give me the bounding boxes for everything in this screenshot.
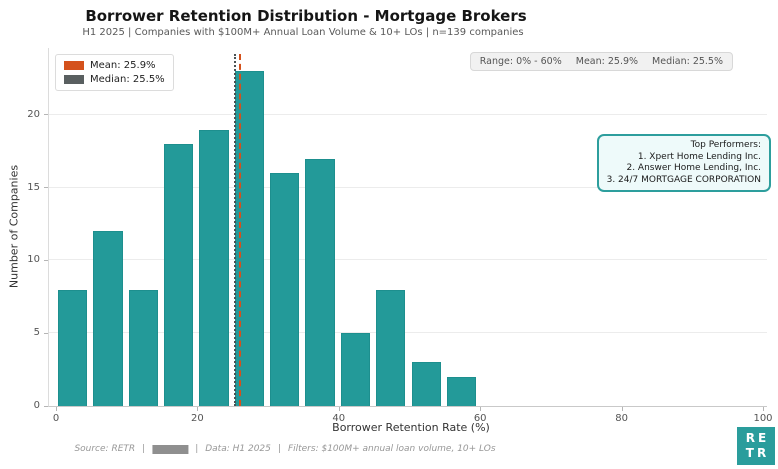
footer-separator: | [277,444,281,454]
histogram-bar [376,289,406,406]
histogram-bar [411,362,441,406]
x-tick-label: 20 [191,413,204,424]
footer-separator: | [142,444,146,454]
y-tick-label: 15 [27,181,40,193]
mean-line [239,54,242,406]
x-tick-mark [621,407,623,411]
stats-badge-median: Median: 25.5% [652,56,723,67]
median-swatch-icon [64,75,84,84]
top-performer-item: 3. 24/7 MORTGAGE CORPORATION [606,174,761,185]
gridline [49,113,767,115]
histogram-bar [58,289,88,406]
legend-median-label: Median: 25.5% [90,74,165,85]
histogram-bar [93,231,123,406]
median-line [234,54,237,406]
retr-logo-line2: TR [745,446,770,460]
histogram-bar [164,144,194,406]
legend-mean-label: Mean: 25.9% [90,60,156,71]
footer-source: Source: RETR [74,444,136,454]
x-tick-mark [197,407,199,411]
x-tick-mark [763,407,764,411]
histogram-bar [199,129,229,406]
retr-logo: RE TR [737,427,775,465]
y-axis-label: Number of Companies [7,164,21,289]
plot-area: 0 20 40 60 80 100 0 5 10 15 20 [27,48,773,424]
footer-data: Data: H1 2025 [205,444,271,454]
page-subtitle: H1 2025 | Companies with $100M+ Annual L… [82,27,524,38]
histogram-bar [128,289,159,406]
x-tick-mark [338,407,340,411]
y-tick-mark [44,405,48,407]
x-tick-mark [56,407,57,411]
stats-badge-range: Range: 0% - 60% [479,56,562,67]
y-tick-mark [44,114,48,116]
gridline [49,259,767,261]
y-tick-label: 5 [33,327,40,339]
page-title: Borrower Retention Distribution - Mortga… [85,7,527,25]
stats-badge-mean: Mean: 25.9% [575,56,639,67]
retr-logo-line1: RE [745,431,770,445]
x-axis-label: Borrower Retention Rate (%) [332,421,490,434]
x-tick-label: 0 [52,413,60,424]
histogram-bar [305,158,335,406]
x-tick-label: 60 [473,413,487,424]
y-tick-mark [44,187,48,189]
legend-row-mean: Mean: 25.9% [64,60,165,71]
top-performers-box: Top Performers: 1. Xpert Home Lending In… [596,134,771,192]
x-tick-mark [480,407,482,411]
footer-caption: Source: RETR | | Data: H1 2025 | Filters… [74,444,495,454]
footer-separator: | [195,444,199,454]
y-tick-mark [44,259,48,261]
y-tick-label: 0 [33,400,40,411]
source-logo-block-icon [152,444,189,454]
stats-badge: Range: 0% - 60% Mean: 25.9% Median: 25.5… [469,52,733,71]
y-tick-label: 20 [27,108,40,120]
histogram-bar [446,376,477,406]
top-performer-item: 2. Answer Home Lending, Inc. [626,163,761,173]
top-performer-item: 1. Xpert Home Lending Inc. [637,151,761,162]
legend: Mean: 25.9% Median: 25.5% [55,54,174,91]
gridline [49,332,767,334]
mean-swatch-icon [64,61,84,70]
x-tick-label: 100 [753,413,773,424]
y-tick-label: 10 [27,254,40,266]
footer-filters: Filters: $100M+ annual loan volume, 10+ … [287,444,496,454]
histogram-bar [340,333,371,406]
y-tick-mark [44,332,48,334]
gridline [49,186,767,188]
x-tick-label: 80 [615,413,628,424]
legend-row-median: Median: 25.5% [64,74,165,85]
top-performers-title: Top Performers: [690,140,761,150]
histogram-bar [270,173,300,406]
x-tick-label: 40 [332,413,346,424]
